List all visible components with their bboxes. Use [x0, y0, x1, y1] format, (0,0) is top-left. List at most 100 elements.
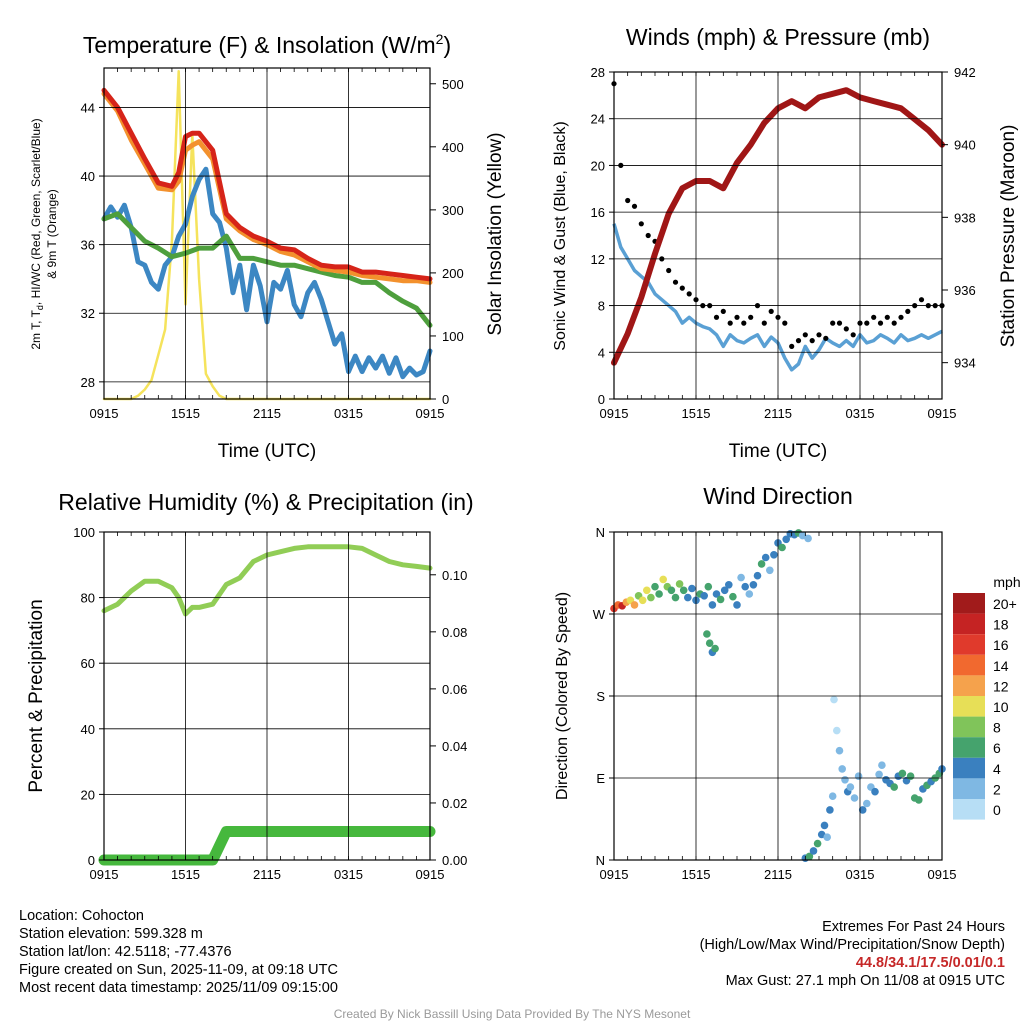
station-info: Location: Cohocton Station elevation: 59… [19, 907, 338, 997]
right-y-tick-label: 400 [442, 140, 464, 155]
y-tick-label: N [596, 525, 605, 540]
x-tick-label: 0315 [334, 867, 363, 882]
y-tick-label: 8 [598, 299, 605, 314]
relative-humidity-line [101, 544, 433, 617]
direction-point [813, 839, 822, 848]
direction-point [749, 581, 758, 589]
right-y-tick-label: 936 [954, 283, 976, 298]
speed-legend-label: 18 [993, 617, 1009, 633]
direction-point [823, 833, 831, 841]
y-tick-label: 40 [81, 722, 95, 737]
extremes-title: Extremes For Past 24 Hours [822, 919, 1005, 935]
direction-point [890, 783, 898, 791]
latest-data-text: Most recent data timestamp: 2025/11/09 0… [19, 980, 338, 996]
direction-point [858, 806, 867, 814]
speed-legend-label: 20+ [993, 596, 1017, 612]
y-tick-label: 60 [81, 656, 95, 671]
x-tick-label: 0315 [846, 867, 875, 882]
direction-point [770, 551, 778, 559]
gust-point [761, 320, 767, 326]
direction-point [630, 601, 639, 609]
direction-point [711, 644, 719, 653]
y-tick-label: 32 [81, 306, 95, 321]
direction-point [875, 770, 883, 779]
x-tick-label: 0915 [90, 406, 119, 421]
x-tick-label: 0915 [600, 867, 629, 882]
temperature-x-label: Time (UTC) [218, 441, 317, 462]
temperature-y-label: 2m T, Td, HI/WC (Red, Green, Scarlet/Blu… [29, 118, 45, 349]
y-tick-label: 36 [81, 238, 95, 253]
y-tick-label: 4 [598, 345, 605, 360]
gust-point [734, 314, 740, 320]
temperature-panel: Temperature (F) & Insolation (W/m2) 0915… [29, 31, 506, 462]
speed-legend-swatch [953, 634, 985, 655]
x-tick-label: 0915 [928, 406, 957, 421]
x-tick-label: 0915 [600, 406, 629, 421]
direction-point [700, 592, 708, 600]
speed-legend-swatch [953, 757, 985, 779]
winds-x-label: Time (UTC) [729, 441, 828, 462]
direction-point [684, 593, 692, 602]
speed-legend-swatch [953, 675, 985, 696]
x-tick-label: 2115 [764, 867, 792, 882]
y-tick-label: 12 [591, 252, 605, 267]
y-tick-label: E [596, 771, 605, 786]
gust-point [809, 338, 815, 344]
direction-point [850, 794, 859, 802]
gust-point [850, 332, 856, 338]
direction-point [833, 726, 841, 735]
winds-y-label: Sonic Wind & Gust (Blue, Black) [552, 121, 569, 350]
2m-temperature-line [101, 87, 433, 282]
right-y-tick-label: 0.00 [442, 853, 467, 868]
direction-point [757, 560, 766, 568]
direction-point [720, 586, 729, 595]
gust-point [898, 314, 904, 320]
y-tick-label: 0 [88, 853, 95, 868]
direction-point [826, 806, 834, 814]
humidity-panel: Relative Humidity (%) & Precipitation (i… [26, 489, 474, 882]
location-text: Location: Cohocton [19, 908, 144, 924]
x-tick-label: 0915 [416, 867, 445, 882]
gust-point [802, 332, 808, 338]
right-y-tick-label: 938 [954, 210, 976, 225]
y-tick-label: 80 [81, 591, 95, 606]
gust-point [768, 308, 774, 314]
gust-point [727, 320, 733, 326]
gust-point [625, 197, 631, 204]
y-tick-label: 16 [591, 205, 605, 220]
direction-point [733, 601, 741, 609]
direction-point [846, 783, 855, 791]
direction-panel: Wind Direction 0915 1515 2115 0315 0915NESWN… [554, 483, 1021, 882]
x-tick-label: 1515 [171, 867, 200, 882]
x-tick-label: 0915 [90, 867, 119, 882]
gust-point [713, 314, 720, 320]
latlon-text: Station lat/lon: 42.5118; -77.4376 [19, 944, 232, 960]
y-tick-label: N [596, 853, 605, 868]
9m-temperature-line [101, 91, 433, 285]
gust-point [823, 335, 829, 341]
x-tick-label: 2115 [764, 406, 792, 421]
speed-legend-swatch [953, 593, 985, 614]
gust-point [905, 308, 911, 314]
direction-y-label: Direction (Colored By Speed) [554, 592, 571, 800]
y-tick-label: 40 [81, 169, 95, 184]
direction-point [915, 796, 923, 804]
speed-legend-label: 16 [993, 637, 1009, 653]
elevation-text: Station elevation: 599.328 m [19, 926, 203, 942]
direction-point [712, 590, 721, 598]
gust-point [884, 314, 890, 320]
direction-point [703, 630, 711, 638]
direction-point [716, 595, 725, 604]
direction-point [753, 571, 762, 580]
speed-legend-swatch [953, 613, 985, 635]
x-tick-label: 1515 [682, 406, 711, 421]
direction-point [675, 580, 684, 588]
y-tick-label: 44 [81, 100, 95, 115]
direction-point [725, 581, 733, 589]
direction-point [820, 821, 829, 830]
direction-point [671, 593, 680, 602]
direction-point [741, 582, 749, 591]
gust-point [816, 332, 822, 338]
gust-point [686, 291, 692, 297]
